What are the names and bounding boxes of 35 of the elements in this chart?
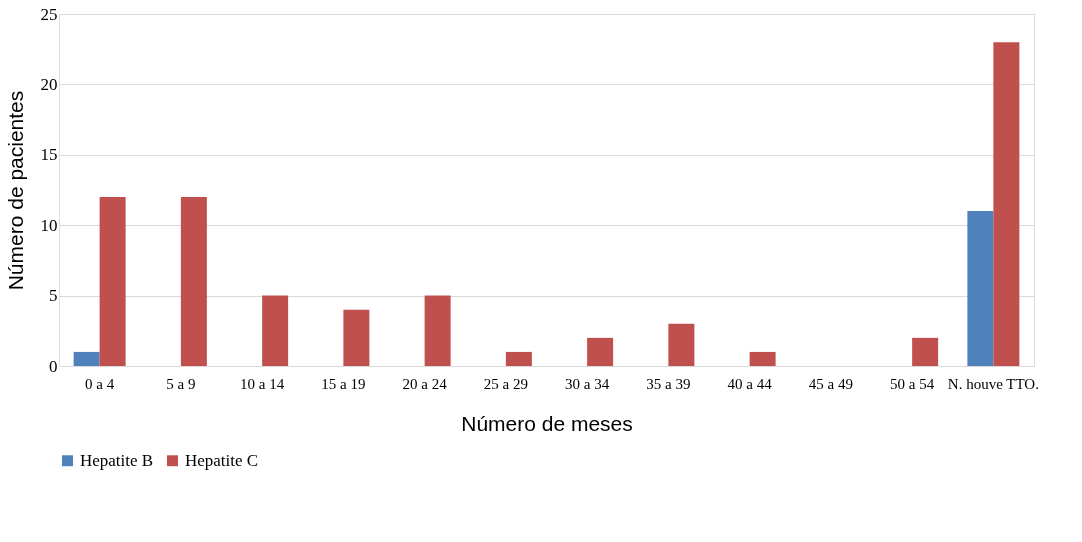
- x-axis-title: Número de meses: [461, 411, 633, 435]
- bar: [587, 337, 614, 366]
- y-tick-label: 10: [40, 215, 58, 235]
- x-tick-label: 15 a 19: [321, 375, 366, 392]
- x-tick-label: 10 a 14: [240, 375, 285, 392]
- x-tick-label: 35 a 39: [646, 375, 691, 392]
- x-tick-label: 50 a 54: [890, 375, 935, 392]
- x-tick-label: 45 a 49: [808, 375, 853, 392]
- x-tick-label: 20 a 24: [402, 375, 448, 392]
- bar: [343, 309, 370, 366]
- legend-label: Hepatite B: [80, 450, 154, 470]
- legend-label: Hepatite C: [185, 450, 259, 470]
- bar: [73, 351, 100, 366]
- bar: [262, 295, 289, 366]
- y-tick-label: 0: [49, 356, 58, 376]
- y-tick-label: 25: [40, 4, 58, 24]
- x-tick-label: 40 a 44: [727, 375, 773, 392]
- x-tick-label: 0 a 4: [85, 375, 115, 392]
- x-tick-label: 25 a 29: [483, 375, 528, 392]
- bar: [668, 323, 695, 366]
- y-tick-label: 5: [49, 286, 58, 306]
- bar: [505, 351, 532, 366]
- bar: [424, 295, 451, 366]
- y-axis-title: Número de pacientes: [3, 90, 27, 291]
- bar: [967, 211, 994, 366]
- bar: [912, 337, 939, 366]
- y-tick-label: 20: [40, 74, 58, 94]
- y-tick-label: 15: [40, 145, 58, 165]
- x-tick-label: 30 a 34: [565, 375, 610, 392]
- bar: [180, 197, 207, 366]
- x-tick-label: N. houve TTO.: [947, 375, 1039, 392]
- bar: [99, 197, 126, 366]
- bar: [993, 42, 1020, 366]
- bar: [749, 351, 776, 366]
- x-tick-label: 5 a 9: [166, 375, 196, 392]
